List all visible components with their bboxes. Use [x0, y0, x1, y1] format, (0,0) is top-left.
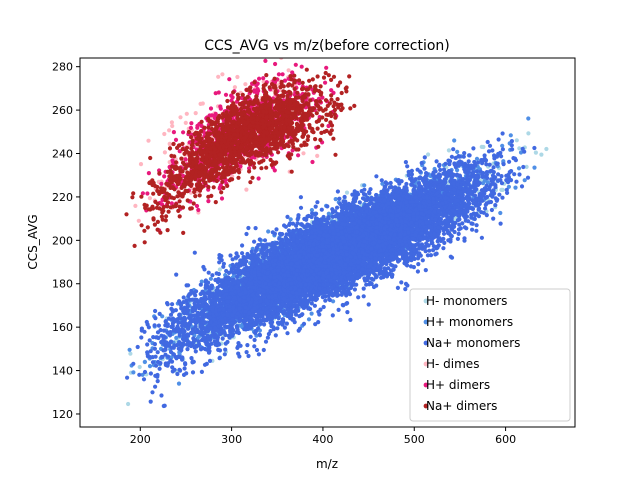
data-point — [509, 143, 514, 148]
data-point — [425, 253, 430, 258]
data-point — [128, 351, 133, 356]
data-point — [474, 228, 479, 233]
data-point — [150, 390, 155, 395]
data-point — [506, 184, 511, 189]
data-point — [470, 227, 475, 232]
data-point — [153, 316, 158, 321]
data-point — [499, 187, 504, 192]
data-point — [361, 294, 366, 299]
data-point — [532, 165, 537, 170]
data-point — [208, 276, 213, 281]
data-point — [301, 321, 307, 326]
data-point — [181, 372, 187, 377]
data-point — [137, 364, 142, 370]
data-point — [266, 229, 271, 234]
data-points — [124, 58, 549, 409]
data-point — [153, 384, 158, 389]
data-point — [254, 347, 260, 353]
data-point — [274, 227, 279, 232]
data-point — [265, 335, 270, 340]
data-point — [348, 317, 353, 322]
data-point — [474, 223, 479, 228]
data-point — [236, 341, 241, 346]
data-point — [509, 139, 514, 144]
data-point — [544, 146, 549, 152]
data-point — [403, 160, 408, 165]
data-point — [335, 205, 340, 210]
data-point — [190, 370, 196, 375]
data-point — [306, 317, 312, 322]
data-point — [514, 138, 519, 143]
data-point — [253, 226, 258, 231]
data-point — [193, 349, 198, 354]
data-point — [323, 298, 328, 303]
data-point — [491, 170, 496, 175]
data-point — [140, 372, 145, 377]
data-point — [298, 205, 304, 210]
data-point — [127, 347, 132, 352]
data-point — [189, 297, 195, 302]
data-point — [217, 267, 222, 272]
data-point — [539, 152, 544, 157]
chart-title: CCS_AVG vs m/z(before correction) — [204, 38, 450, 54]
data-point — [491, 165, 496, 170]
data-point — [526, 116, 531, 121]
data-point — [344, 190, 350, 195]
data-point — [176, 381, 182, 386]
data-point — [500, 195, 505, 200]
data-point — [512, 172, 517, 177]
data-point — [446, 238, 451, 243]
data-point — [380, 181, 385, 186]
data-point — [513, 185, 518, 190]
data-point — [147, 364, 153, 369]
data-point — [148, 349, 153, 354]
data-point — [415, 269, 420, 274]
data-point — [362, 183, 367, 188]
data-point — [379, 275, 384, 280]
data-point — [126, 401, 131, 407]
data-point — [426, 152, 431, 157]
data-point — [252, 337, 257, 343]
data-point — [479, 144, 484, 149]
data-point — [182, 366, 187, 371]
data-point — [474, 156, 480, 161]
data-point — [153, 308, 158, 314]
data-point — [333, 197, 338, 202]
data-point — [296, 328, 301, 333]
data-point — [514, 179, 519, 184]
data-point — [525, 175, 531, 180]
data-point — [154, 363, 159, 368]
data-point — [142, 359, 147, 364]
data-point — [374, 174, 379, 179]
data-point — [131, 370, 136, 375]
data-point — [284, 321, 289, 326]
data-point — [522, 178, 527, 183]
data-point — [174, 335, 179, 340]
data-point — [331, 299, 336, 304]
data-point — [175, 371, 180, 377]
data-point — [379, 178, 384, 183]
data-point — [285, 214, 290, 219]
data-point — [524, 164, 529, 169]
data-point — [455, 149, 460, 154]
data-point — [309, 311, 314, 316]
data-point — [516, 166, 522, 171]
data-point — [185, 347, 190, 352]
data-point — [309, 208, 314, 213]
data-point — [131, 361, 136, 366]
data-point — [246, 225, 251, 231]
data-point — [508, 133, 513, 138]
data-point — [470, 206, 475, 211]
data-point — [500, 143, 505, 148]
data-point — [498, 210, 503, 216]
data-point — [245, 343, 250, 348]
data-point — [507, 159, 512, 164]
data-point — [533, 150, 539, 155]
data-point — [526, 131, 531, 136]
data-point — [517, 146, 522, 151]
data-point — [452, 138, 457, 143]
data-point — [446, 148, 451, 153]
data-point — [449, 154, 454, 159]
